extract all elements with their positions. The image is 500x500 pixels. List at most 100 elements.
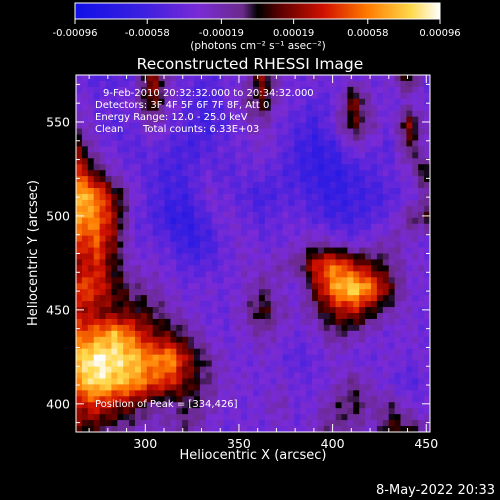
heatmap-cell [406,86,413,94]
heatmap-cell [223,128,230,136]
heatmap-cell [81,420,89,427]
heatmap-cell [87,146,95,153]
heatmap-cell [235,277,242,284]
heatmap-cell [140,152,148,159]
heatmap-cell [347,134,354,142]
heatmap-cell [135,372,142,380]
heatmap-cell [105,223,112,231]
heatmap-cell [347,110,354,118]
heatmap-cell [365,324,372,332]
heatmap-cell [217,188,225,195]
heatmap-cell [412,86,419,94]
heatmap-cell [146,372,154,380]
heatmap-cell [241,229,248,237]
heatmap-cell [247,223,254,231]
heatmap-cell [359,384,366,391]
heatmap-cell [241,110,248,118]
heatmap-cell [152,384,160,391]
heatmap-cell [99,235,107,243]
heatmap-cell [135,116,142,124]
heatmap-cell [312,205,319,213]
heatmap-cell [87,402,95,409]
heatmap-cell [418,354,425,362]
heatmap-cell [105,408,112,415]
heatmap-cell [258,152,266,159]
heatmap-cell [146,378,154,385]
heatmap-cell [135,110,142,118]
heatmap-cell [323,170,331,177]
heatmap-cell [235,265,242,272]
heatmap-cell [217,253,225,261]
heatmap-cell [347,122,354,130]
heatmap-cell [223,199,230,207]
heatmap-cell [394,259,402,266]
heatmap-cell [258,146,266,153]
heatmap-cell [365,164,372,171]
heatmap-cell [329,396,337,403]
heatmap-cell [341,164,348,171]
heatmap-cell [111,134,118,142]
heatmap-cell [164,92,171,100]
heatmap-cell [335,295,343,302]
heatmap-cell [241,122,248,130]
heatmap-cell [99,271,107,278]
heatmap-cell [199,199,207,207]
heatmap-cell [282,104,289,112]
heatmap-cell [424,354,430,362]
heatmap-cell [229,384,236,391]
heatmap-cell [140,265,148,272]
heatmap-cell [152,229,160,237]
heatmap-cell [111,277,118,284]
heatmap-cell [117,408,124,415]
heatmap-cell [353,122,360,130]
heatmap-cell [211,324,219,332]
heatmap-cell [258,372,266,380]
heatmap-cell [312,271,319,278]
heatmap-cell [87,140,95,147]
heatmap-cell [140,384,148,391]
heatmap-cell [223,235,230,243]
heatmap-cell [335,188,343,195]
heatmap-cell [247,229,254,237]
heatmap-cell [229,414,236,421]
heatmap-cell [194,271,201,278]
heatmap-cell [376,348,384,356]
heatmap-cell [194,199,201,207]
heatmap-cell [335,80,343,88]
heatmap-cell [164,75,171,82]
heatmap-cell [388,247,396,255]
heatmap-cell [288,211,295,219]
heatmap-cell [359,324,366,332]
heatmap-cell [81,336,89,344]
heatmap-cell [188,98,195,106]
heatmap-cell [406,223,413,231]
heatmap-cell [205,176,213,183]
heatmap-cell [247,336,254,344]
heatmap-cell [282,372,289,380]
heatmap-cell [223,146,230,153]
heatmap-cell [294,378,301,385]
heatmap-cell [376,247,384,255]
heatmap-cell [117,271,124,278]
heatmap-cell [199,354,207,362]
heatmap-cell [323,366,331,374]
heatmap-cell [317,330,325,338]
heatmap-cell [188,164,195,171]
heatmap-cell [76,75,83,82]
heatmap-cell [347,313,354,320]
heatmap-cell [365,295,372,302]
heatmap-cell [253,205,260,213]
heatmap-cell [99,122,107,130]
heatmap-cell [300,313,307,320]
heatmap-cell [382,98,390,106]
heatmap-cell [276,134,284,142]
heatmap-cell [158,116,166,124]
heatmap-cell [276,426,284,432]
heatmap-cell [382,211,390,219]
heatmap-cell [99,223,107,231]
heatmap-cell [241,289,248,296]
heatmap-cell [371,152,378,159]
heatmap-cell [99,318,107,326]
heatmap-cell [235,229,242,237]
